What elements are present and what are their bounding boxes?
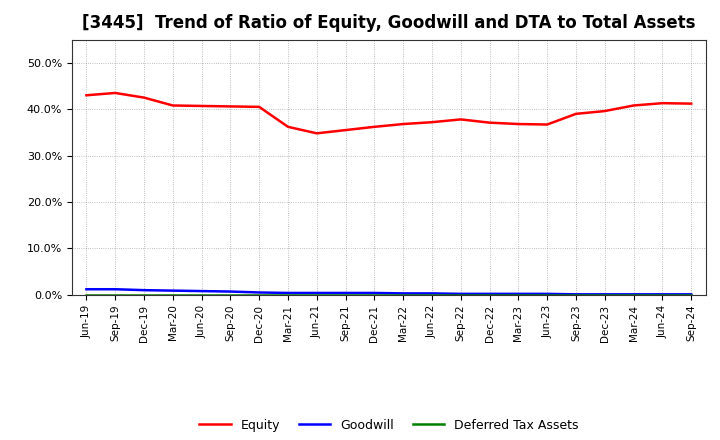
Equity (284, 124, 292, 129)
Deferred Tax Assets (687, 292, 696, 297)
Goodwill (485, 291, 494, 297)
Equity (341, 128, 350, 133)
Equity (312, 131, 321, 136)
Goodwill (226, 289, 235, 294)
Equity (629, 103, 638, 108)
Equity (600, 108, 609, 114)
Goodwill (197, 289, 206, 294)
Deferred Tax Assets (140, 292, 148, 297)
Equity (140, 95, 148, 100)
Deferred Tax Assets (284, 292, 292, 297)
Deferred Tax Assets (456, 292, 465, 297)
Equity (658, 100, 667, 106)
Title: [3445]  Trend of Ratio of Equity, Goodwill and DTA to Total Assets: [3445] Trend of Ratio of Equity, Goodwil… (82, 15, 696, 33)
Goodwill (514, 291, 523, 297)
Goodwill (629, 292, 638, 297)
Deferred Tax Assets (312, 292, 321, 297)
Goodwill (456, 291, 465, 297)
Goodwill (284, 290, 292, 296)
Goodwill (82, 286, 91, 292)
Deferred Tax Assets (485, 292, 494, 297)
Deferred Tax Assets (543, 292, 552, 297)
Equity (226, 104, 235, 109)
Goodwill (168, 288, 177, 293)
Deferred Tax Assets (514, 292, 523, 297)
Goodwill (370, 290, 379, 296)
Deferred Tax Assets (82, 292, 91, 297)
Deferred Tax Assets (226, 292, 235, 297)
Equity (572, 111, 580, 117)
Deferred Tax Assets (629, 292, 638, 297)
Deferred Tax Assets (428, 292, 436, 297)
Deferred Tax Assets (341, 292, 350, 297)
Equity (111, 90, 120, 95)
Equity (399, 121, 408, 127)
Goodwill (341, 290, 350, 296)
Goodwill (312, 290, 321, 296)
Goodwill (658, 292, 667, 297)
Goodwill (572, 292, 580, 297)
Deferred Tax Assets (658, 292, 667, 297)
Goodwill (140, 287, 148, 293)
Goodwill (687, 292, 696, 297)
Goodwill (255, 290, 264, 295)
Equity (255, 104, 264, 110)
Goodwill (543, 291, 552, 297)
Equity (197, 103, 206, 109)
Goodwill (111, 286, 120, 292)
Deferred Tax Assets (399, 292, 408, 297)
Deferred Tax Assets (572, 292, 580, 297)
Equity (456, 117, 465, 122)
Equity (687, 101, 696, 106)
Deferred Tax Assets (370, 292, 379, 297)
Line: Goodwill: Goodwill (86, 289, 691, 294)
Equity (428, 120, 436, 125)
Deferred Tax Assets (111, 292, 120, 297)
Goodwill (399, 291, 408, 296)
Equity (82, 93, 91, 98)
Deferred Tax Assets (255, 292, 264, 297)
Goodwill (428, 291, 436, 296)
Equity (485, 120, 494, 125)
Deferred Tax Assets (197, 292, 206, 297)
Goodwill (600, 292, 609, 297)
Equity (514, 121, 523, 127)
Equity (543, 122, 552, 127)
Deferred Tax Assets (600, 292, 609, 297)
Equity (168, 103, 177, 108)
Legend: Equity, Goodwill, Deferred Tax Assets: Equity, Goodwill, Deferred Tax Assets (194, 414, 583, 436)
Line: Equity: Equity (86, 93, 691, 133)
Deferred Tax Assets (168, 292, 177, 297)
Equity (370, 124, 379, 129)
